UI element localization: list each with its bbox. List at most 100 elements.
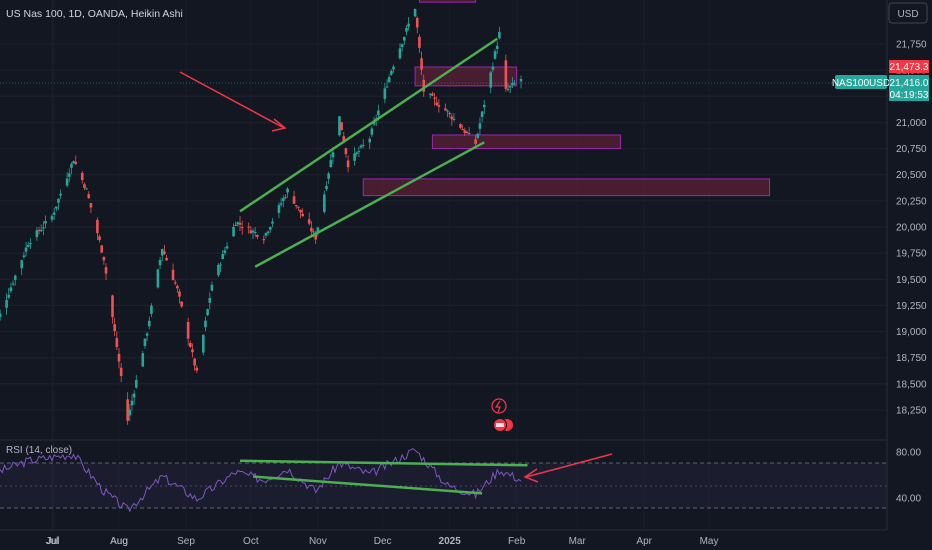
candle-body[interactable] [96, 219, 99, 234]
time-tick-label[interactable]: Mar [569, 536, 587, 547]
price-trend-line[interactable] [254, 141, 485, 268]
candle-body[interactable] [340, 122, 343, 131]
time-tick-label[interactable]: Jul [46, 536, 59, 547]
candle-body[interactable] [383, 88, 387, 99]
candle-body[interactable] [225, 246, 229, 249]
candle-body[interactable] [13, 275, 17, 280]
candle-body[interactable] [413, 8, 417, 17]
time-tick-label[interactable]: May [700, 536, 719, 547]
candle-body[interactable] [428, 93, 432, 95]
candle-body[interactable] [299, 209, 302, 213]
candle-body[interactable] [310, 227, 313, 232]
candle-body[interactable] [238, 223, 242, 225]
candle-body[interactable] [206, 309, 209, 316]
candle-body[interactable] [312, 231, 315, 233]
candle-body[interactable] [217, 264, 220, 276]
rsi-axis[interactable]: 80.00 40.00 [896, 448, 921, 505]
time-tick-label[interactable]: Sep [177, 536, 195, 547]
candle-body[interactable] [387, 77, 391, 82]
candle-body[interactable] [435, 102, 439, 105]
candle-body[interactable] [268, 227, 272, 230]
candle-body[interactable] [292, 196, 296, 204]
candle-body[interactable] [189, 343, 192, 347]
candle-body[interactable] [511, 83, 514, 85]
candle-body[interactable] [171, 269, 175, 281]
candle-body[interactable] [357, 151, 361, 153]
candle-body[interactable] [385, 86, 389, 88]
currency-button[interactable] [888, 2, 928, 24]
candle-body[interactable] [117, 353, 121, 362]
candle-body[interactable] [59, 193, 62, 196]
candle-body[interactable] [9, 287, 13, 292]
candle-body[interactable] [29, 243, 32, 245]
candle-body[interactable] [52, 212, 56, 215]
candle-body[interactable] [323, 194, 326, 212]
candle-body[interactable] [398, 48, 402, 59]
candle-body[interactable] [119, 367, 123, 376]
candle-body[interactable] [402, 36, 406, 41]
candle-body[interactable] [359, 145, 363, 148]
candle-body[interactable] [370, 128, 374, 135]
time-tick-label[interactable]: Apr [636, 536, 652, 547]
candle-body[interactable] [186, 322, 190, 339]
candle-body[interactable] [459, 124, 462, 128]
candle-body[interactable] [467, 133, 471, 135]
rsi-trend-lines[interactable] [240, 459, 528, 495]
candle-body[interactable] [132, 393, 136, 398]
annotation-arrows[interactable] [179, 71, 613, 483]
candle-body[interactable] [355, 152, 359, 155]
candle-body[interactable] [314, 234, 317, 240]
candle-body[interactable] [5, 300, 8, 308]
rsi-arrow[interactable] [525, 453, 613, 478]
candle-body[interactable] [70, 163, 73, 168]
candle-body[interactable] [390, 71, 393, 75]
time-tick-label[interactable]: 2025 [439, 536, 462, 547]
candle-body[interactable] [264, 233, 268, 236]
candle-body[interactable] [463, 130, 467, 133]
rsi-trend-line[interactable] [240, 459, 528, 467]
candle-body[interactable] [180, 301, 183, 307]
candle-body[interactable] [128, 409, 132, 416]
candle-body[interactable] [249, 230, 253, 234]
candle-body[interactable] [452, 118, 456, 120]
candle-body[interactable] [223, 250, 227, 253]
zone-rectangle[interactable] [431, 134, 621, 150]
candle-body[interactable] [98, 236, 101, 241]
candle-body[interactable] [74, 161, 78, 165]
candle-body[interactable] [508, 86, 512, 88]
candle-body[interactable] [431, 93, 434, 96]
candle-body[interactable] [286, 188, 289, 193]
candle-body[interactable] [57, 198, 60, 203]
candle-body[interactable] [178, 291, 181, 297]
candle-body[interactable] [415, 17, 419, 28]
rsi-trend-line[interactable] [252, 475, 483, 495]
candle-body[interactable] [493, 51, 497, 59]
candle-body[interactable] [204, 320, 207, 328]
candle-body[interactable] [83, 184, 86, 188]
candle-body[interactable] [247, 226, 250, 228]
candle-body[interactable] [450, 116, 454, 120]
candle-body[interactable] [513, 83, 516, 85]
candle-body[interactable] [478, 123, 482, 129]
price-arrow[interactable] [179, 71, 285, 129]
candle-body[interactable] [158, 259, 162, 266]
candle-body[interactable] [236, 222, 240, 225]
candle-body[interactable] [474, 139, 477, 144]
candle-body[interactable] [461, 129, 464, 131]
candle-body[interactable] [221, 254, 225, 260]
candle-body[interactable] [433, 97, 436, 99]
candle-body[interactable] [482, 104, 486, 108]
candle-body[interactable] [42, 227, 45, 229]
candle-body[interactable] [519, 78, 523, 82]
time-tick-label[interactable]: Aug [110, 536, 128, 547]
candle-body[interactable] [24, 247, 28, 252]
time-tick-label[interactable]: Nov [309, 536, 327, 547]
candle-body[interactable] [201, 334, 205, 353]
candle-body[interactable] [262, 239, 266, 241]
candle-body[interactable] [294, 205, 298, 207]
candle-body[interactable] [446, 110, 449, 112]
candle-body[interactable] [173, 282, 177, 284]
candle-body[interactable] [279, 203, 283, 205]
candle-body[interactable] [281, 198, 285, 201]
candle-body[interactable] [400, 44, 404, 48]
